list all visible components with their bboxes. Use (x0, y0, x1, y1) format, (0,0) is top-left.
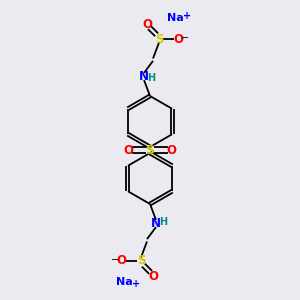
Text: +: + (183, 11, 191, 21)
Text: −: − (181, 32, 189, 43)
Text: S: S (146, 143, 154, 157)
Text: O: O (148, 269, 158, 283)
Text: +: + (132, 279, 140, 289)
Text: −: − (111, 254, 119, 265)
Text: H: H (159, 217, 168, 227)
Text: O: O (173, 32, 184, 46)
Text: H: H (147, 73, 156, 83)
Text: N: N (151, 217, 161, 230)
Text: Na: Na (116, 277, 133, 287)
Text: S: S (155, 32, 163, 46)
Text: S: S (137, 254, 145, 268)
Text: O: O (142, 17, 152, 31)
Text: O: O (167, 143, 177, 157)
Text: Na: Na (167, 13, 184, 23)
Text: O: O (123, 143, 134, 157)
Text: N: N (139, 70, 149, 83)
Text: O: O (116, 254, 127, 268)
